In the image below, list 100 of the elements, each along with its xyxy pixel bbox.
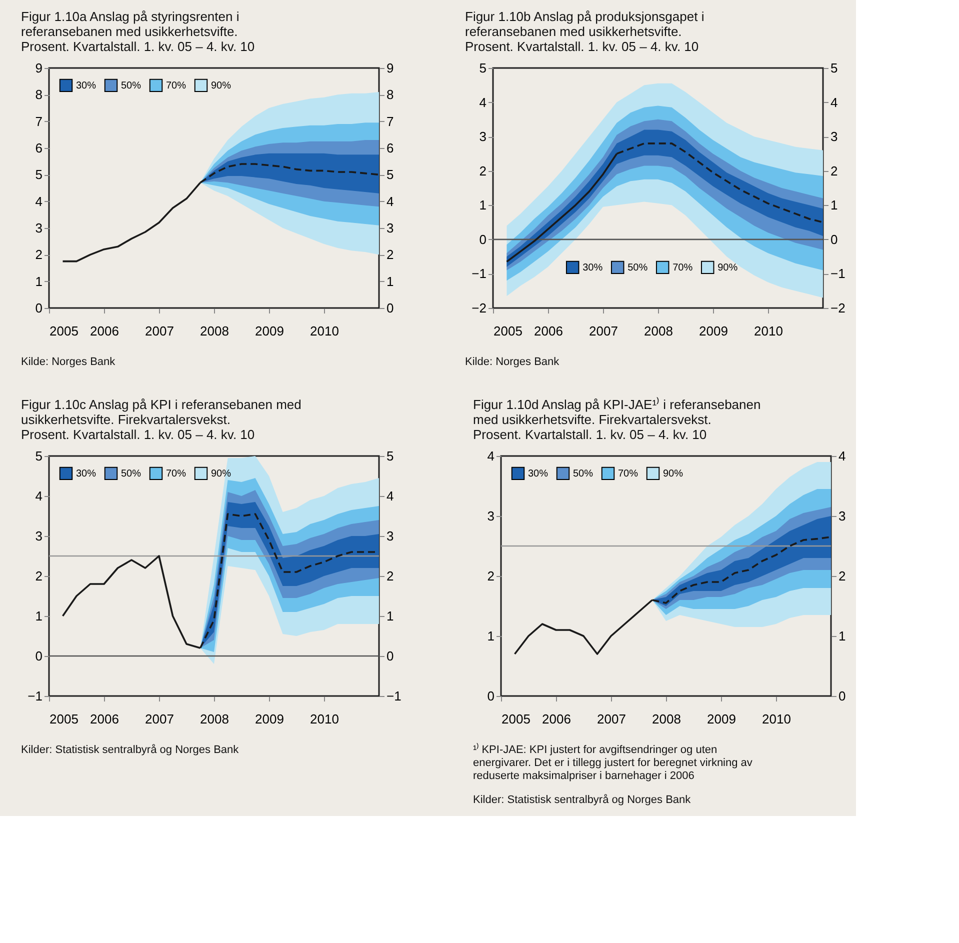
x-tick-label: 2006 bbox=[90, 324, 119, 338]
y-tick-label: 5 bbox=[35, 448, 42, 464]
y-tick-label: 4 bbox=[479, 94, 486, 110]
y-tick-label: 2 bbox=[479, 163, 486, 178]
y-tick-label: 2 bbox=[487, 568, 494, 584]
x-tick-label: 2009 bbox=[255, 324, 284, 338]
x-tick-label: 2008 bbox=[200, 324, 229, 338]
text: Kilde: Norges Bank bbox=[465, 356, 560, 368]
chart-title: Figur 1.10a Anslag på styringsrenten i referansebanen med usikkerhetsvifte. bbox=[21, 9, 240, 39]
y2-tick-label: 3 bbox=[386, 220, 394, 236]
y2-tick-label: 1 bbox=[830, 198, 838, 213]
y-tick-label: 0 bbox=[487, 688, 494, 704]
legend-label: 50% bbox=[121, 468, 142, 480]
y2-tick-label: 2 bbox=[838, 568, 846, 584]
y2-tick-label: −1 bbox=[830, 266, 846, 282]
y-tick-label: 6 bbox=[35, 140, 42, 156]
legend-label: 90% bbox=[663, 468, 684, 480]
legend-label: 70% bbox=[672, 262, 693, 274]
x-tick-label: 2005 bbox=[50, 324, 78, 338]
x-tick-label: 2010 bbox=[310, 324, 339, 338]
y2-tick-label: 2 bbox=[386, 247, 394, 262]
chart-subtitle: Prosent. Kvartalstall. 1. kv. 05 – 4. kv. 10 bbox=[473, 427, 707, 442]
x-tick-label: 2009 bbox=[699, 324, 728, 338]
chart-subtitle: Prosent. Kvartalstall. 1. kv. 05 – 4. kv. 10 bbox=[465, 39, 699, 54]
y2-tick-label: 8 bbox=[386, 87, 394, 102]
x-tick-label: 2009 bbox=[707, 712, 736, 726]
y2-tick-label: 5 bbox=[386, 167, 394, 182]
y2-tick-label: 0 bbox=[386, 648, 394, 664]
y2-tick-label: 1 bbox=[386, 274, 394, 289]
legend-label: 30% bbox=[76, 468, 96, 480]
legend-label: 90% bbox=[211, 80, 232, 92]
x-tick-label: 2008 bbox=[200, 712, 229, 726]
y2-tick-label: 4 bbox=[830, 94, 838, 110]
y2-tick-label: 1 bbox=[838, 628, 846, 644]
y-tick-label: 2 bbox=[35, 247, 42, 262]
x-tick-label: 2006 bbox=[542, 712, 571, 726]
chart-title: Figur 1.10b Anslag på produksjonsgapet i referansebanen med usikkerhetsvifte. bbox=[465, 9, 704, 39]
chart-title: Figur 1.10d Anslag på KPI-JAE¹⁾ i referansebanen med usikkerhetsvifte. Firekvartalersvekst. bbox=[473, 397, 761, 427]
text: Kilde: Norges Bank bbox=[21, 356, 116, 368]
y-tick-label: 0 bbox=[35, 300, 42, 316]
legend-label: 90% bbox=[211, 468, 232, 480]
y2-tick-label: 3 bbox=[830, 129, 838, 144]
y-tick-label: −1 bbox=[28, 688, 42, 704]
y-tick-label: 3 bbox=[479, 129, 486, 144]
x-tick-label: 2007 bbox=[597, 712, 626, 726]
chart-subtitle: Prosent. Kvartalstall. 1. kv. 05 – 4. kv. 10 bbox=[21, 39, 255, 54]
y-tick-label: 5 bbox=[479, 60, 486, 76]
y2-tick-label: 3 bbox=[386, 528, 394, 544]
y-tick-label: 1 bbox=[479, 198, 486, 213]
y2-tick-label: 0 bbox=[386, 300, 394, 316]
legend-label: 50% bbox=[121, 80, 142, 92]
legend-label: 50% bbox=[628, 262, 648, 274]
y-tick-label: 1 bbox=[487, 628, 494, 644]
y-tick-label: 0 bbox=[35, 648, 42, 664]
legend-label: 30% bbox=[528, 468, 548, 480]
y-tick-label: 2 bbox=[35, 568, 42, 584]
x-tick-label: 2008 bbox=[652, 712, 681, 726]
text: Kilder: Statistisk sentralbyrå og Norges Bank bbox=[21, 744, 240, 756]
y2-tick-label: 1 bbox=[386, 608, 394, 624]
x-tick-label: 2005 bbox=[494, 324, 522, 338]
x-tick-label: 2005 bbox=[50, 712, 78, 726]
y-tick-label: 3 bbox=[35, 528, 42, 544]
y2-tick-label: 4 bbox=[386, 194, 394, 209]
legend-label: 90% bbox=[718, 262, 738, 274]
y-tick-label: 9 bbox=[35, 60, 42, 76]
legend-label: 30% bbox=[582, 262, 603, 274]
y2-tick-label: 0 bbox=[830, 232, 838, 247]
y2-tick-label: 5 bbox=[830, 60, 838, 76]
y2-tick-label: 0 bbox=[838, 688, 846, 704]
legend-label: 70% bbox=[166, 468, 186, 480]
y-tick-label: 1 bbox=[35, 608, 42, 624]
y2-tick-label: 2 bbox=[830, 163, 838, 178]
text: ¹⁾ KPI-JAE: KPI justert for avgiftsendringer og uten energivarer. Det er i tillegg justert for beregnet virkning av reduserte maksimalpriser i barnehager i 2006 bbox=[473, 743, 753, 782]
y-tick-label: 5 bbox=[35, 167, 42, 182]
text: Kilder: Statistisk sentralbyrå og Norges Bank bbox=[473, 794, 692, 806]
x-tick-label: 2010 bbox=[754, 324, 783, 338]
x-tick-label: 2006 bbox=[90, 712, 119, 726]
y2-tick-label: 5 bbox=[386, 448, 394, 464]
x-tick-label: 2007 bbox=[589, 324, 618, 338]
x-tick-label: 2007 bbox=[145, 324, 174, 338]
x-tick-label: 2005 bbox=[502, 712, 530, 726]
y-tick-label: 8 bbox=[35, 87, 42, 102]
y-tick-label: 7 bbox=[35, 114, 42, 129]
legend-label: 30% bbox=[76, 80, 96, 92]
y-tick-label: −1 bbox=[472, 266, 486, 282]
x-tick-label: 2007 bbox=[145, 712, 174, 726]
y-tick-label: 3 bbox=[35, 220, 42, 236]
x-tick-label: 2008 bbox=[644, 324, 673, 338]
x-tick-label: 2009 bbox=[255, 712, 284, 726]
y2-tick-label: 3 bbox=[838, 508, 846, 524]
y2-tick-label: 9 bbox=[386, 60, 394, 76]
legend-label: 50% bbox=[573, 468, 594, 480]
x-tick-label: 2010 bbox=[762, 712, 791, 726]
legend-label: 70% bbox=[166, 80, 186, 92]
y-tick-label: 3 bbox=[487, 508, 494, 524]
x-tick-label: 2006 bbox=[534, 324, 563, 338]
y-tick-label: 1 bbox=[35, 274, 42, 289]
x-tick-label: 2010 bbox=[310, 712, 339, 726]
y-tick-label: −2 bbox=[472, 300, 486, 316]
y-tick-label: 4 bbox=[35, 194, 42, 209]
